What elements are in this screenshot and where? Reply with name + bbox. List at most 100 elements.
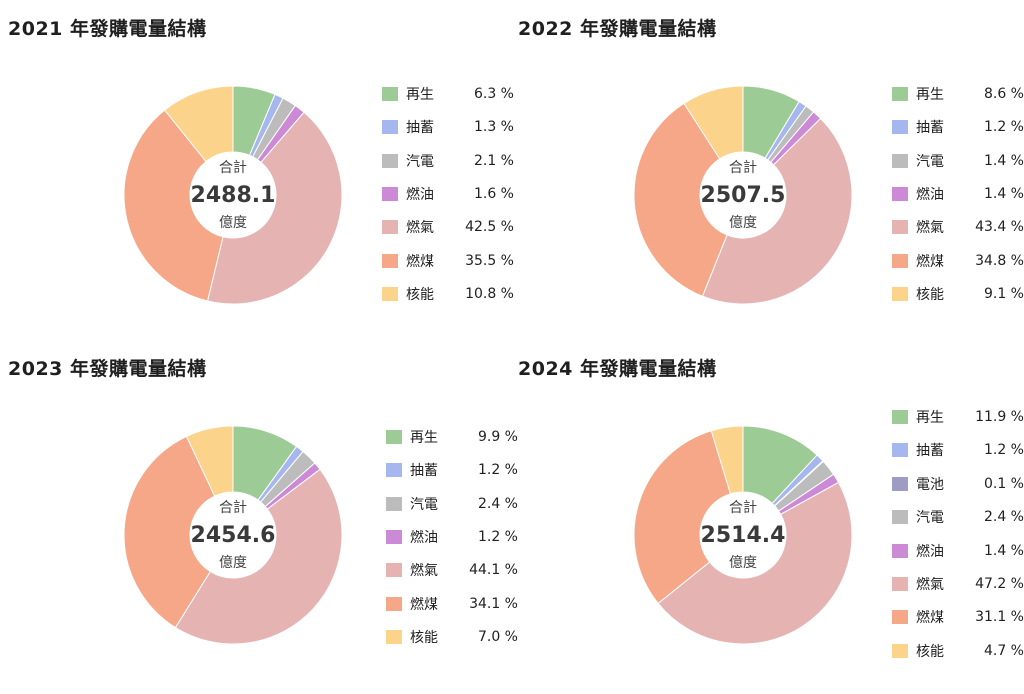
- chart-panel-4: 2024 年發購電量結構 合計 2514.4 億度 再生 11.9 % 抽蓄 1.2 % 電池 0…: [518, 354, 1024, 694]
- legend-item: 燃煤 34.1 %: [386, 594, 518, 614]
- legend-value: 43.4 %: [975, 219, 1024, 236]
- legend-item: 汽電 1.4 %: [892, 151, 1024, 171]
- legend-value: 1.4 %: [983, 152, 1024, 169]
- legend-value: 7.0 %: [477, 628, 518, 645]
- legend-value: 9.1 %: [983, 285, 1024, 302]
- legend-value: 2.1 %: [473, 152, 514, 169]
- legend-label: 燃油: [406, 186, 434, 203]
- legend-item: 燃氣 47.2 %: [892, 574, 1024, 594]
- legend-label: 核能: [406, 286, 434, 303]
- legend-swatch: [892, 610, 908, 625]
- legend-value: 31.1 %: [975, 609, 1024, 626]
- chart-title: 2023 年發購電量結構: [8, 358, 207, 380]
- legend-swatch: [382, 220, 398, 235]
- donut-slice-燃煤: [123, 435, 216, 629]
- legend-swatch: [386, 463, 402, 478]
- legend-swatch: [892, 120, 908, 135]
- legend-value: 1.2 %: [477, 528, 518, 545]
- legend-label: 抽蓄: [916, 120, 944, 137]
- legend-item: 再生 6.3 %: [382, 84, 514, 104]
- legend-label: 汽電: [916, 153, 944, 170]
- donut-slice-核能: [163, 85, 234, 163]
- donut-chart: [633, 85, 853, 305]
- legend-label: 抽蓄: [916, 443, 944, 460]
- legend-swatch: [892, 253, 908, 268]
- legend-value: 11.9 %: [975, 409, 1024, 425]
- total-value: 2454.6: [190, 523, 276, 548]
- legend-swatch: [382, 87, 398, 101]
- legend-label: 燃油: [916, 186, 944, 203]
- legend-value: 44.1 %: [469, 562, 518, 579]
- legend-swatch: [382, 286, 398, 301]
- legend-label: 汽電: [916, 510, 944, 527]
- donut-slice-燃煤: [633, 430, 732, 605]
- legend-item: 核能 9.1 %: [892, 284, 1024, 304]
- legend-item: 抽蓄 1.2 %: [892, 117, 1024, 137]
- donut-chart: [633, 425, 853, 645]
- chart-title: 2021 年發購電量結構: [8, 18, 207, 40]
- legend-item: 燃油 1.4 %: [892, 541, 1024, 561]
- legend-label: 電池: [916, 476, 944, 493]
- legend-label: 燃煤: [406, 253, 434, 270]
- legend-swatch: [386, 529, 402, 544]
- legend-swatch: [386, 430, 402, 444]
- legend-label: 燃氣: [406, 220, 434, 237]
- donut-slice-燃煤: [633, 102, 728, 297]
- donut-slice-燃煤: [123, 109, 224, 302]
- legend-swatch: [892, 153, 908, 168]
- legend-swatch: [892, 286, 908, 301]
- total-value: 2488.1: [190, 183, 276, 208]
- donut-chart: [123, 425, 343, 645]
- legend-value: 1.3 %: [473, 119, 514, 136]
- legend-label: 燃油: [916, 543, 944, 560]
- legend-label: 燃煤: [916, 610, 944, 627]
- legend-item: 電池 0.1 %: [892, 474, 1024, 494]
- legend-item: 燃氣 43.4 %: [892, 217, 1024, 237]
- total-unit: 億度: [219, 215, 247, 231]
- chart-title: 2024 年發購電量結構: [518, 358, 717, 380]
- legend-value: 2.4 %: [477, 495, 518, 512]
- legend-item: 燃油 1.6 %: [382, 184, 514, 204]
- legend-label: 汽電: [406, 153, 434, 170]
- legend-swatch: [892, 510, 908, 525]
- legend-label: 核能: [916, 643, 944, 660]
- legend-swatch: [386, 596, 402, 611]
- legend-label: 再生: [916, 410, 944, 426]
- legend-item: 再生 11.9 %: [892, 407, 1024, 427]
- legend-swatch: [382, 186, 398, 201]
- legend-value: 10.8 %: [465, 285, 514, 302]
- legend-item: 燃煤 35.5 %: [382, 251, 514, 271]
- total-caption: 合計: [729, 500, 757, 516]
- legend-item: 燃氣 42.5 %: [382, 217, 514, 237]
- legend-value: 6.3 %: [473, 86, 514, 102]
- total-caption: 合計: [729, 160, 757, 176]
- chart-panel-2: 2022 年發購電量結構 合計 2507.5 億度 再生 8.6 % 抽蓄 1.2 % 汽電 1.…: [518, 14, 1024, 354]
- legend-swatch: [892, 476, 908, 491]
- legend-item: 汽電 2.4 %: [386, 494, 518, 514]
- legend-value: 34.1 %: [469, 595, 518, 612]
- total-value: 2514.4: [700, 523, 786, 548]
- chart-panel-3: 2023 年發購電量結構 合計 2454.6 億度 再生 9.9 % 抽蓄 1.2 % 汽電 2.…: [8, 354, 518, 694]
- legend-value: 1.4 %: [983, 185, 1024, 202]
- legend-label: 燃氣: [410, 563, 438, 580]
- chart-panel-1: 2021 年發購電量結構 合計 2488.1 億度 再生 6.3 % 抽蓄 1.3 % 汽電 2.…: [8, 14, 514, 354]
- legend-item: 汽電 2.4 %: [892, 507, 1024, 527]
- legend-item: 燃氣 44.1 %: [386, 560, 518, 580]
- legend-swatch: [892, 643, 908, 658]
- donut-center-label: 合計 2514.4 億度: [683, 497, 803, 572]
- legend-label: 抽蓄: [410, 463, 438, 480]
- legend-item: 汽電 2.1 %: [382, 151, 514, 171]
- legend-label: 核能: [916, 286, 944, 303]
- total-caption: 合計: [219, 160, 247, 176]
- legend-label: 燃煤: [410, 596, 438, 613]
- donut-center-label: 合計 2488.1 億度: [173, 157, 293, 232]
- legend-value: 1.4 %: [983, 542, 1024, 559]
- legend-item: 再生 8.6 %: [892, 84, 1024, 104]
- legend-item: 燃煤 31.1 %: [892, 607, 1024, 627]
- legend-item: 抽蓄 1.2 %: [892, 440, 1024, 460]
- legend-value: 4.7 %: [983, 642, 1024, 659]
- donut-slice-燃氣: [206, 111, 343, 305]
- legend-swatch: [892, 410, 908, 424]
- chart-title: 2022 年發購電量結構: [518, 18, 717, 40]
- donut-chart: [123, 85, 343, 305]
